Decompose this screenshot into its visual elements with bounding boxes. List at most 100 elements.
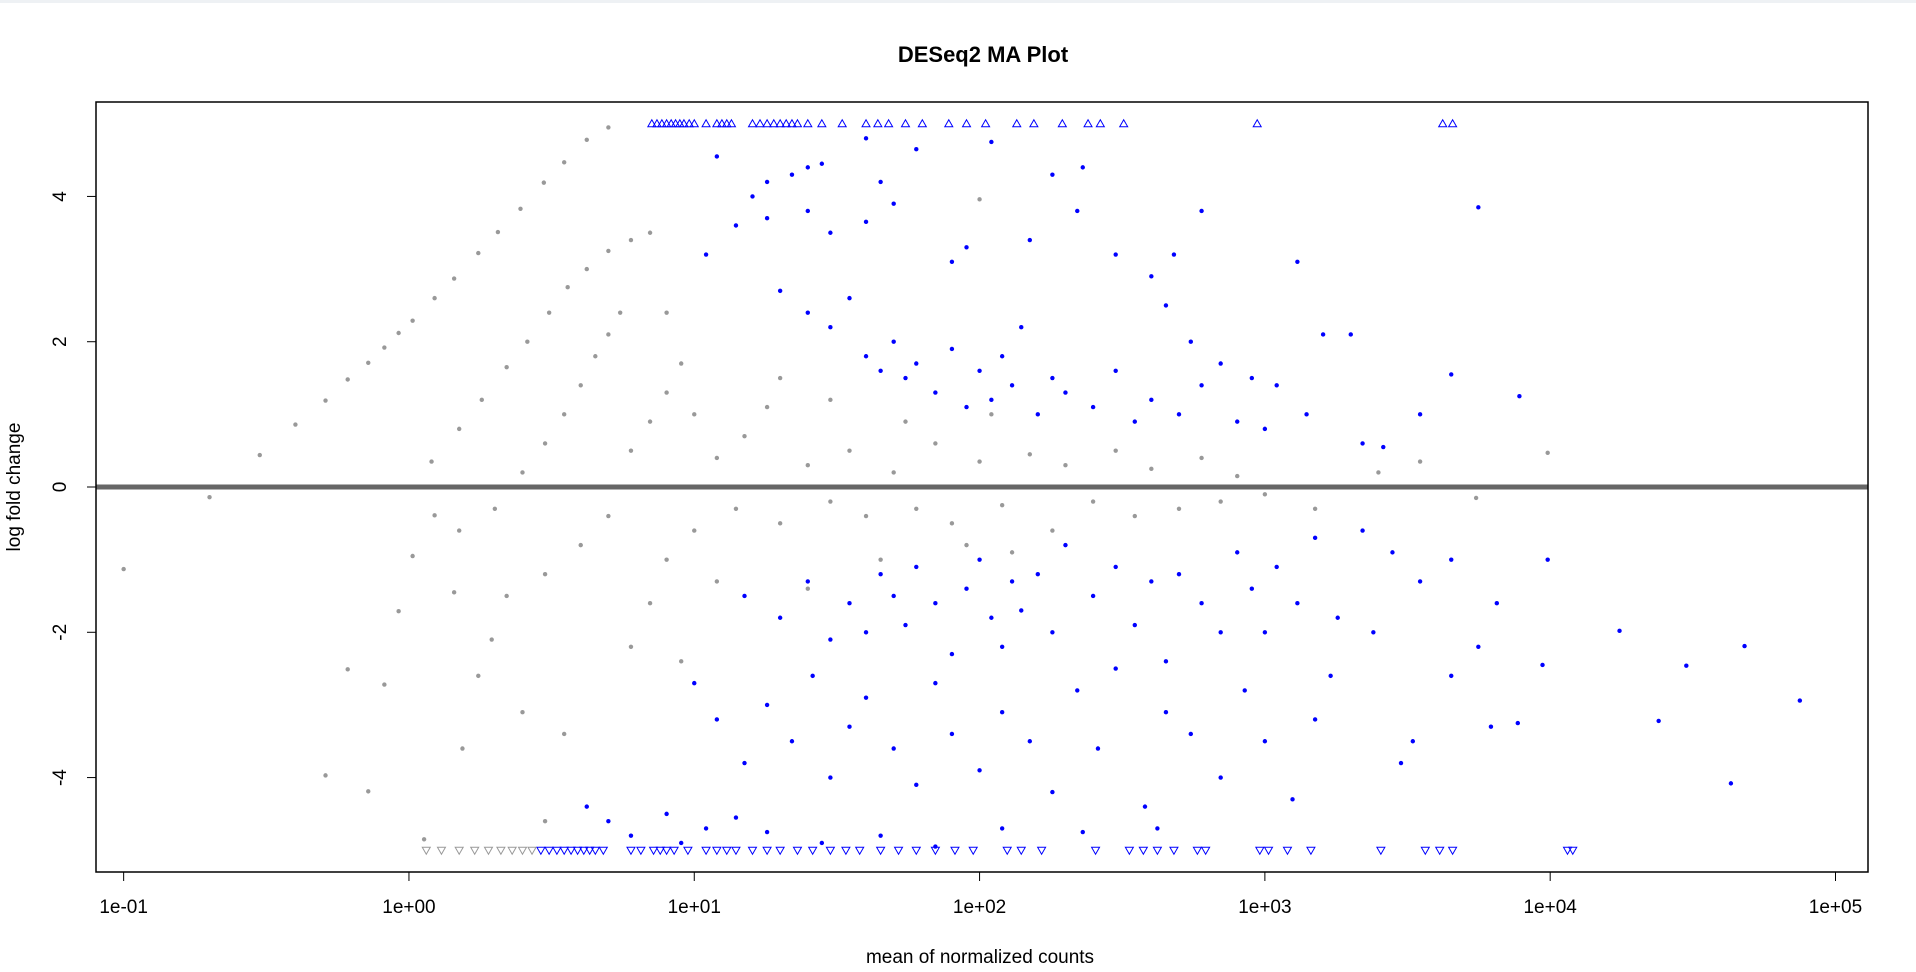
data-point xyxy=(590,846,601,856)
data-point xyxy=(872,118,883,128)
data-point xyxy=(647,419,653,424)
data-point xyxy=(578,846,589,856)
data-point xyxy=(964,542,969,548)
data-point xyxy=(1036,846,1047,856)
data-point xyxy=(863,695,869,700)
data-point xyxy=(1274,383,1279,388)
data-point xyxy=(802,118,813,128)
data-point xyxy=(863,630,869,635)
data-point xyxy=(1090,846,1101,856)
data-point xyxy=(1797,698,1803,703)
data-point xyxy=(1199,383,1204,388)
data-point xyxy=(1132,622,1137,628)
data-point xyxy=(914,147,919,152)
data-point xyxy=(1035,412,1041,417)
data-point xyxy=(692,680,697,686)
data-point xyxy=(989,412,994,417)
data-point xyxy=(1176,506,1182,511)
data-point xyxy=(1656,718,1661,724)
y-tick-label: 0 xyxy=(50,482,71,493)
data-point xyxy=(454,846,465,856)
data-point xyxy=(429,459,434,464)
data-point xyxy=(1360,528,1365,533)
data-point xyxy=(701,118,711,128)
data-point xyxy=(764,179,770,185)
data-point xyxy=(903,375,908,381)
data-point xyxy=(525,339,530,344)
data-point xyxy=(1163,659,1169,664)
data-point xyxy=(655,846,666,856)
data-point xyxy=(762,118,772,128)
data-point xyxy=(584,137,589,142)
data-point xyxy=(980,118,991,128)
data-point xyxy=(520,470,525,475)
y-tick-label: 2 xyxy=(50,336,71,347)
data-point xyxy=(1027,237,1033,243)
data-point xyxy=(1113,252,1118,257)
data-point xyxy=(903,419,908,424)
x-axis-label: mean of normalized counts xyxy=(866,947,1094,968)
data-point xyxy=(606,125,611,130)
data-point xyxy=(536,846,546,856)
data-point xyxy=(949,259,955,265)
data-point xyxy=(561,160,567,165)
data-point xyxy=(726,118,737,128)
data-point xyxy=(456,426,462,432)
data-point xyxy=(1118,118,1129,128)
data-point xyxy=(460,746,465,751)
data-point xyxy=(1149,274,1154,279)
data-point xyxy=(1132,513,1137,519)
data-point xyxy=(664,390,669,395)
data-point xyxy=(517,846,528,856)
data-point xyxy=(777,615,783,620)
data-point xyxy=(1050,630,1055,635)
data-point xyxy=(1155,826,1160,831)
data-point xyxy=(518,206,523,211)
x-tick-label: 1e+00 xyxy=(382,897,435,918)
data-point xyxy=(1027,452,1033,457)
data-point xyxy=(964,586,969,591)
data-point xyxy=(1142,804,1148,809)
data-point xyxy=(647,601,653,606)
data-point xyxy=(933,844,938,849)
data-point xyxy=(847,724,852,729)
data-point xyxy=(1163,303,1169,308)
data-point xyxy=(1488,724,1494,729)
data-point xyxy=(949,651,955,657)
x-tick-label: 1e-01 xyxy=(99,897,148,918)
data-point xyxy=(747,846,758,856)
data-point xyxy=(775,846,786,856)
data-point xyxy=(816,118,827,128)
data-point xyxy=(999,644,1005,650)
data-point xyxy=(628,644,634,650)
data-point xyxy=(703,826,709,831)
data-point xyxy=(714,154,720,159)
data-point xyxy=(1075,688,1080,693)
data-point xyxy=(495,229,501,235)
data-point xyxy=(777,521,783,526)
data-point xyxy=(777,288,783,294)
data-point xyxy=(432,513,437,518)
data-point xyxy=(1254,846,1265,856)
data-point xyxy=(949,521,955,526)
data-point xyxy=(323,398,328,403)
data-point xyxy=(679,840,684,846)
data-point xyxy=(1075,208,1080,214)
data-point xyxy=(1192,846,1203,856)
data-point xyxy=(750,194,755,199)
axes-layer: 1e-01 1e+00 1e+01 1e+02 1e+03 1e+04 1e+05 4 2 0 -2… xyxy=(50,191,1862,918)
data-point xyxy=(1009,550,1015,555)
data-point xyxy=(878,571,883,577)
data-point xyxy=(1057,118,1068,128)
data-point xyxy=(891,470,896,475)
data-point xyxy=(1328,673,1333,679)
data-point xyxy=(949,731,955,737)
data-point xyxy=(1095,118,1106,128)
y-tick-label: -2 xyxy=(50,624,71,641)
data-point xyxy=(1132,419,1137,424)
data-point xyxy=(1306,846,1316,856)
y-tick-label: -4 xyxy=(50,769,71,786)
data-point xyxy=(664,557,669,562)
data-point xyxy=(593,354,598,359)
y-axis-label: log fold change xyxy=(4,423,25,552)
